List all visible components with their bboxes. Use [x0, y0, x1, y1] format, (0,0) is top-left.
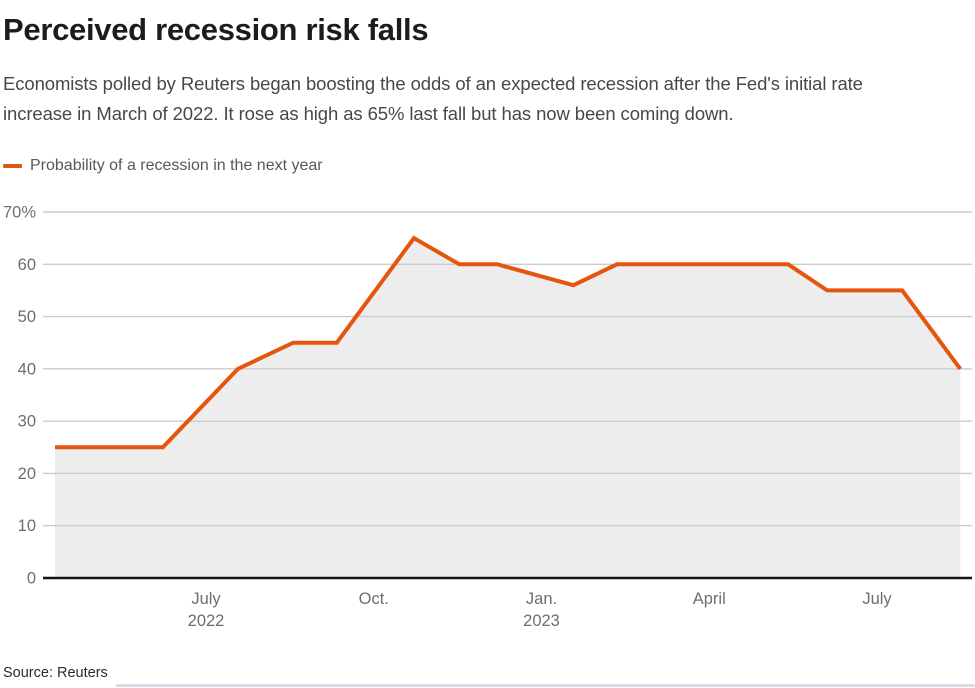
bottom-divider	[116, 684, 975, 687]
x-axis-label: Jan.	[526, 590, 557, 608]
x-axis-label: April	[693, 590, 726, 608]
x-axis-label: July	[862, 590, 892, 608]
legend-line-swatch	[3, 164, 22, 168]
y-axis-label: 30	[18, 413, 36, 431]
legend: Probability of a recession in the next y…	[3, 156, 323, 176]
y-axis-label: 60	[18, 256, 36, 274]
subtitle-line-2: increase in March of 2022. It rose as hi…	[3, 103, 734, 124]
page-title: Perceived recession risk falls	[3, 12, 429, 47]
y-axis-label: 10	[18, 517, 36, 535]
y-axis-label: 20	[18, 465, 36, 483]
legend-label: Probability of a recession in the next y…	[30, 157, 323, 174]
subtitle-line-1: Economists polled by Reuters began boost…	[3, 73, 863, 94]
y-axis-label: 0	[27, 570, 36, 588]
x-axis-year-label: 2023	[523, 612, 560, 630]
x-axis-year-label: 2022	[188, 612, 225, 630]
x-axis-label: Oct.	[359, 590, 389, 608]
source-note: Source: Reuters	[3, 665, 108, 681]
area-fill	[55, 238, 961, 578]
y-axis-label: 50	[18, 308, 36, 326]
probability-line	[55, 235, 962, 450]
y-axis-label: 40	[18, 360, 36, 378]
x-axis-label: July	[191, 590, 221, 608]
chart-subtitle: Economists polled by Reuters began boost…	[3, 69, 863, 129]
y-axis-label: 70%	[3, 204, 36, 222]
